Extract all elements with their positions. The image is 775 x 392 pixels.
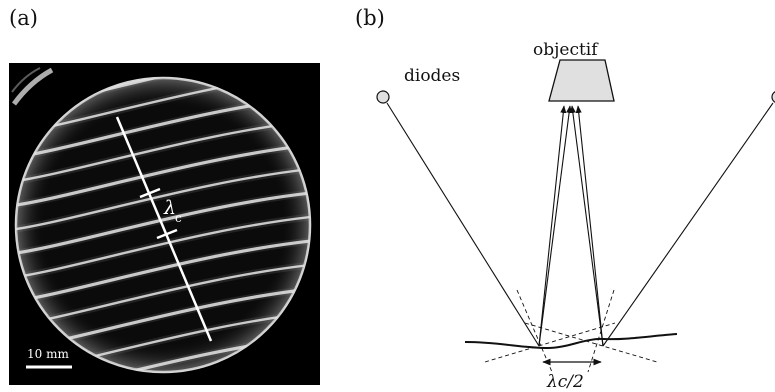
wavelength-subscript: c — [175, 211, 182, 225]
reflected-ray-1 — [538, 105, 567, 347]
panel-b-label: (b) — [355, 6, 385, 30]
reflected-ray-4 — [575, 105, 604, 347]
tangent-cross-right — [524, 322, 658, 363]
measurement-line — [115, 116, 213, 342]
wavy-surface — [464, 333, 678, 350]
fringe-stripe — [16, 142, 310, 208]
left-diode — [376, 90, 390, 104]
objective-label: objectif — [533, 40, 599, 60]
diodes-label: diodes — [404, 66, 460, 86]
wavelength-tick-bottom — [156, 228, 178, 240]
fringe-stripe — [16, 166, 310, 232]
fringe-stripe — [16, 190, 310, 256]
wavelength-tick-top — [139, 187, 161, 199]
tangent-cross-left — [484, 322, 616, 363]
half-wavelength-label: λc/2 — [546, 372, 584, 392]
right-diode — [771, 91, 775, 103]
objective-lens — [548, 59, 615, 102]
tangent-right — [587, 289, 615, 373]
panel-a-label: (a) — [9, 6, 38, 30]
tangent-left — [516, 289, 553, 373]
reflected-ray-2 — [538, 105, 573, 347]
incident-ray-left — [386, 102, 540, 347]
incident-ray-right — [602, 102, 774, 347]
fringe-stripe — [16, 238, 310, 304]
fringe-stripe — [16, 214, 310, 280]
scale-bar-label: 10 mm — [27, 347, 69, 361]
wavelength-symbol: λ — [163, 197, 176, 219]
reflected-ray-3 — [569, 105, 604, 347]
corner-glint — [11, 67, 54, 106]
optics-diagram: objectif diodes λc/2 — [376, 40, 775, 392]
photo-panel: λ c 10 mm — [9, 63, 320, 385]
